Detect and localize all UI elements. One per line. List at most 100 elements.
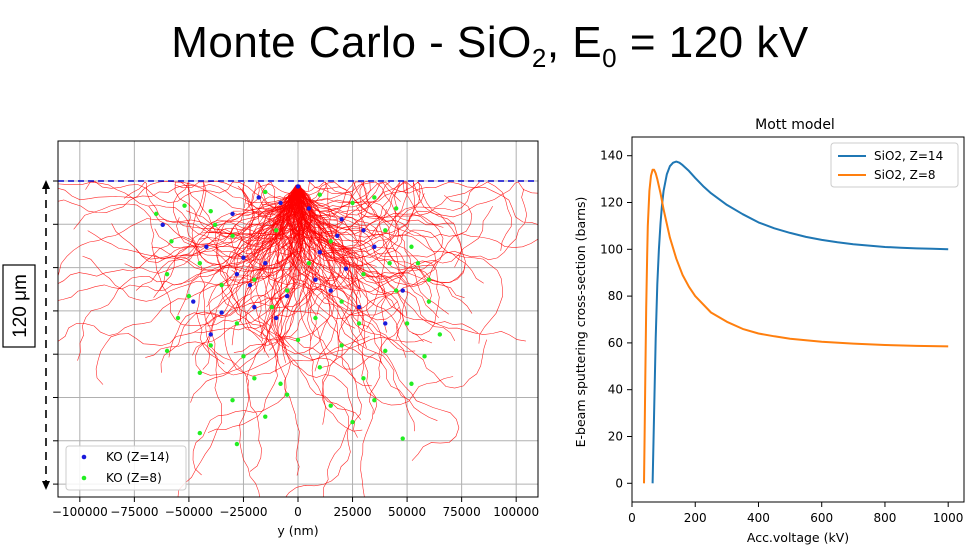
- ko-z14-point: [328, 288, 333, 293]
- ko-z8-point: [175, 315, 181, 321]
- left-x-tick-label: 0: [294, 505, 302, 519]
- electron-trajectory: [267, 184, 362, 420]
- ko-z8-point: [219, 282, 224, 288]
- ko-points: [153, 184, 443, 447]
- electron-trajectory: [231, 184, 300, 346]
- electron-trajectory: [233, 184, 311, 353]
- scale-bar: 120 μm: [2, 180, 50, 490]
- legend-label-ko14: KO (Z=14): [106, 450, 169, 464]
- electron-trajectory: [58, 184, 299, 211]
- ko-z8-point: [339, 343, 344, 348]
- left-x-tick-label: 25000: [333, 505, 371, 519]
- right-axis-ticks: 0 200 400 600 800 1000 0 20 40 60 80 100 120 140: [600, 149, 963, 525]
- right-x-tick-label: 400: [747, 511, 770, 525]
- ko-z14-point: [335, 233, 340, 238]
- ko-z8-point: [404, 321, 410, 326]
- ko-z8-point: [212, 222, 218, 228]
- legend-label-ko8: KO (Z=8): [106, 471, 162, 485]
- ko-z8-point: [273, 228, 279, 233]
- ko-z8-point: [356, 321, 362, 326]
- ko-z14-point: [230, 211, 235, 217]
- ko-z14-point: [247, 282, 253, 288]
- ko-z8-point: [317, 365, 323, 370]
- ko-z14-point: [356, 304, 362, 310]
- electron-trajectory: [285, 184, 351, 497]
- electron-trajectory: [234, 184, 300, 246]
- right-x-tick-label: 0: [628, 511, 636, 525]
- ko-z8-point: [169, 239, 174, 244]
- ko-z14-point: [273, 315, 279, 321]
- right-y-tick-label: 120: [600, 196, 623, 210]
- ko-z14-point: [241, 255, 246, 260]
- ko-z8-point: [361, 376, 366, 381]
- ko-z8-point: [383, 348, 388, 354]
- ko-z8-point: [252, 277, 257, 282]
- legend-marker-ko14: [81, 454, 87, 460]
- electron-trajectory: [207, 184, 299, 433]
- right-x-tick-label: 800: [873, 511, 896, 525]
- electron-trajectory: [243, 184, 300, 345]
- electron-trajectory: [58, 181, 298, 260]
- right-x-tick-label: 200: [684, 511, 707, 525]
- legend-label-z8: SiO2, Z=8: [874, 168, 936, 182]
- left-x-tick-label: 50000: [388, 505, 426, 519]
- ko-z8-point: [339, 299, 344, 304]
- legend-marker-ko8: [81, 475, 87, 481]
- right-y-tick-label: 40: [608, 383, 623, 397]
- electron-trajectory: [294, 184, 503, 344]
- ko-z8-point: [422, 354, 427, 359]
- ko-z8-point: [361, 271, 366, 277]
- ko-z8-point: [350, 419, 355, 425]
- series-line-z8: [643, 168, 949, 484]
- ko-z8-point: [269, 304, 275, 310]
- left-x-tick-label: 75000: [443, 505, 481, 519]
- ko-z8-point: [186, 293, 192, 299]
- ko-z8-point: [234, 441, 240, 447]
- left-x-label: y (nm): [277, 523, 318, 538]
- electron-trajectory: [298, 184, 361, 287]
- mott-model-chart: Mott model 0 200 400 600 800 1000 0 20 40 60 80 100…: [573, 117, 965, 545]
- ko-z8-point: [263, 189, 268, 195]
- electron-trajectory: [219, 184, 331, 355]
- ko-z14-point: [317, 250, 323, 255]
- ko-z14-point: [339, 217, 344, 222]
- ko-z14-point: [191, 299, 196, 304]
- ko-z8-point: [372, 195, 377, 200]
- electron-trajectory: [58, 180, 298, 214]
- left-x-tick-label: 100000: [493, 505, 539, 519]
- ko-z8-point: [328, 239, 333, 244]
- ko-z8-point: [208, 208, 213, 214]
- ko-z8-point: [284, 392, 290, 397]
- ko-z14-point: [361, 228, 366, 233]
- ko-z8-point: [153, 211, 159, 217]
- right-y-tick-label: 20: [608, 429, 623, 443]
- electron-trajectory: [173, 181, 299, 370]
- electron-trajectory: [195, 185, 335, 376]
- electron-trajectory: [268, 184, 309, 351]
- right-y-tick-label: 0: [615, 476, 623, 490]
- ko-z14-point: [306, 206, 312, 211]
- right-y-tick-label: 140: [600, 149, 623, 163]
- ko-z8-point: [426, 277, 432, 282]
- right-x-tick-label: 1000: [933, 511, 964, 525]
- electron-trajectory: [297, 184, 487, 389]
- ko-z8-point: [328, 403, 333, 408]
- ko-z8-point: [313, 315, 318, 321]
- right-plot-frame: [631, 136, 965, 503]
- electron-trajectory: [199, 184, 301, 249]
- left-x-ticks: −100000 −75000 −50000 −25000 0 25000 50000 7500…: [52, 497, 539, 519]
- ko-z14-point: [219, 310, 224, 315]
- ko-z8-point: [164, 348, 170, 354]
- ko-z14-point: [278, 200, 283, 206]
- electron-trajectory: [298, 184, 382, 497]
- left-x-tick-label: −100000: [52, 505, 108, 519]
- ko-z14-point: [383, 321, 388, 326]
- ko-z14-point: [204, 244, 209, 249]
- left-legend: KO (Z=14) KO (Z=8): [65, 445, 187, 491]
- ko-z14-point: [284, 293, 290, 299]
- right-x-tick-label: 600: [810, 511, 833, 525]
- ko-z14-point: [256, 195, 261, 200]
- right-chart-title: Mott model: [755, 117, 835, 133]
- ko-z8-point: [393, 206, 399, 211]
- ko-z8-point: [426, 299, 432, 304]
